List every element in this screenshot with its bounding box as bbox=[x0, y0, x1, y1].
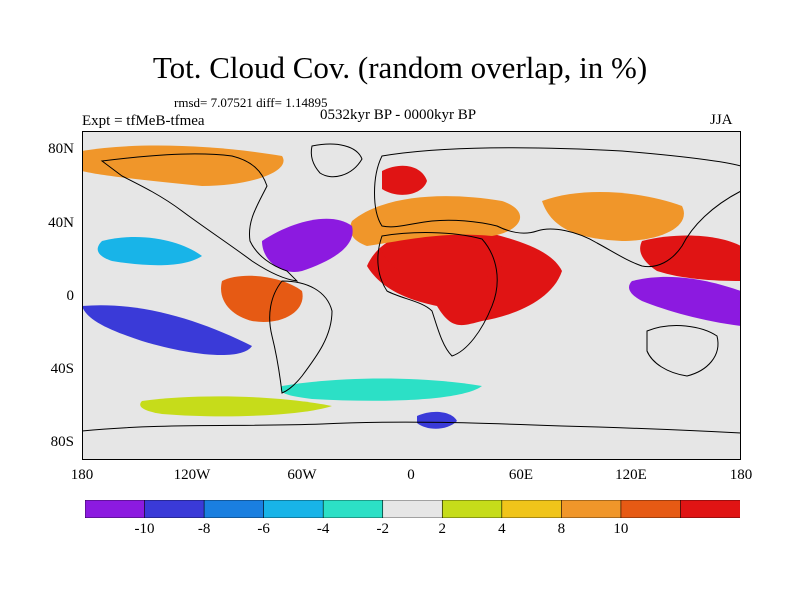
anomaly-north-atlantic bbox=[382, 165, 427, 195]
lon-label-60w: 60W bbox=[287, 467, 317, 483]
colorbar-swatch bbox=[144, 500, 205, 518]
colorbar-label: -10 bbox=[134, 521, 155, 537]
lat-label-80s: 80S bbox=[50, 434, 74, 450]
anomaly-atlantic-band bbox=[262, 218, 353, 272]
anomaly-indian-pacific bbox=[629, 276, 741, 326]
colorbar-swatch bbox=[501, 500, 563, 518]
coast-greenland bbox=[310, 143, 363, 178]
lat-label-equator: 0 bbox=[66, 288, 75, 304]
colorbar-swatch bbox=[382, 500, 443, 518]
colorbar-swatch bbox=[561, 500, 622, 518]
colorbar-swatch bbox=[620, 500, 682, 518]
anomaly-sahara-core bbox=[382, 241, 505, 281]
lon-label-120e: 120E bbox=[615, 467, 647, 483]
colorbar-label: 10 bbox=[613, 521, 629, 537]
coast-south-america bbox=[269, 280, 333, 394]
colorbar-swatch bbox=[263, 500, 324, 518]
anomaly-antarctic bbox=[417, 411, 457, 429]
lon-label-60e: 60E bbox=[508, 467, 534, 483]
anomaly-southern-ocean bbox=[280, 378, 482, 401]
colorbar-label: -8 bbox=[197, 521, 211, 537]
map-title: Tot. Cloud Cov. (random overlap, in %) bbox=[152, 50, 648, 85]
colorbar-label: 4 bbox=[498, 521, 506, 537]
lat-label-40s: 40S bbox=[50, 361, 74, 377]
cloud-cover-map bbox=[82, 131, 741, 460]
lon-label-180e: 180 bbox=[729, 467, 753, 483]
coast-antarctica bbox=[82, 421, 741, 434]
colorbar-swatch bbox=[680, 500, 740, 518]
anomaly-north-pacific bbox=[97, 236, 202, 266]
anomaly-antarctic-warm bbox=[140, 396, 332, 417]
colorbar-label: -6 bbox=[257, 521, 270, 537]
anomaly-fields bbox=[82, 145, 741, 429]
colorbar bbox=[85, 500, 740, 518]
lat-label-80n: 80N bbox=[48, 141, 74, 157]
lon-label-180w: 180 bbox=[70, 467, 94, 483]
period-label: 0532kyr BP - 0000kyr BP bbox=[320, 107, 477, 123]
stats-text: rmsd= 7.07521 diff= 1.14895 bbox=[174, 95, 328, 110]
lon-label-0: 0 bbox=[407, 467, 415, 483]
coast-africa bbox=[377, 232, 498, 357]
colorbar-label: -2 bbox=[376, 521, 389, 537]
colorbar-label: 2 bbox=[438, 521, 447, 537]
anomaly-central-asia bbox=[542, 191, 684, 241]
map-frame bbox=[82, 131, 741, 460]
coast-north-america bbox=[100, 153, 299, 282]
coast-eurasia bbox=[374, 147, 741, 268]
colorbar-swatch bbox=[85, 500, 146, 518]
colorbar-swatch bbox=[203, 500, 265, 518]
lon-label-120w: 120W bbox=[173, 467, 211, 483]
colorbar-swatch bbox=[322, 500, 384, 518]
anomaly-south-america bbox=[221, 275, 303, 322]
anomaly-arctic bbox=[82, 145, 284, 186]
colorbar-swatch bbox=[441, 500, 503, 518]
coastlines bbox=[82, 143, 741, 434]
experiment-label: Expt = tfMeB-tfmea bbox=[82, 113, 205, 129]
anomaly-pacific-band bbox=[82, 305, 252, 356]
colorbar-label: -4 bbox=[316, 521, 330, 537]
lat-label-40n: 40N bbox=[48, 215, 74, 231]
colorbar-label: 8 bbox=[557, 521, 566, 537]
coast-australia bbox=[646, 325, 719, 377]
anomaly-west-pacific bbox=[640, 235, 741, 281]
season-label: JJA bbox=[710, 112, 733, 128]
